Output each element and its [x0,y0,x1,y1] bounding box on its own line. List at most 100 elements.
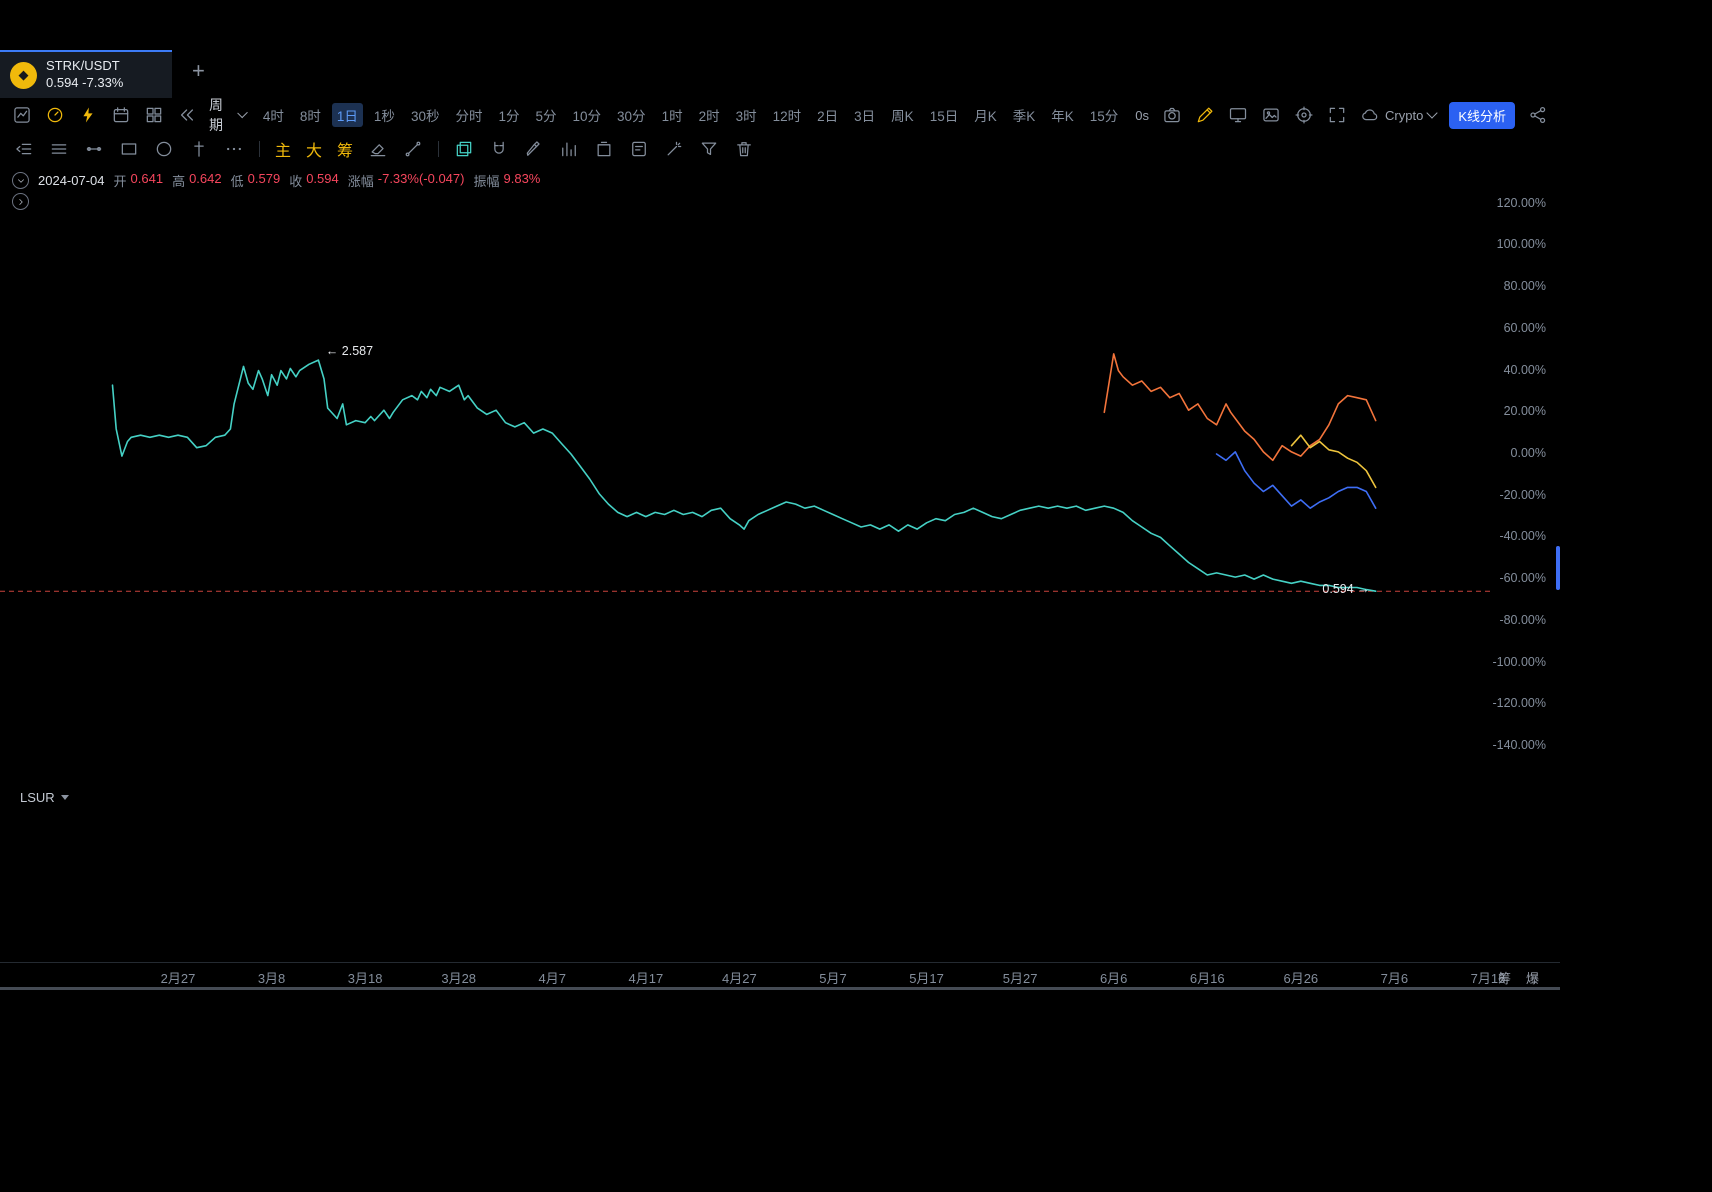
tab-price-change: 0.594 -7.33% [46,75,123,92]
copy-icon[interactable] [454,139,474,159]
expand-chevron-icon[interactable] [12,193,29,210]
fullscreen-icon[interactable] [1327,105,1347,125]
timeframe-1h[interactable]: 1时 [657,103,688,127]
flash-icon[interactable] [78,105,98,125]
panel-toggle-icon[interactable] [14,139,34,159]
x-axis-label: 7月6 [1364,968,1424,987]
x-axis-label: 6月6 [1084,968,1144,987]
screenshot-icon[interactable] [1261,105,1281,125]
timeframe-5m[interactable]: 5分 [530,103,561,127]
amplitude-value: 9.83% [504,171,541,190]
trash-icon[interactable] [734,139,754,159]
draw-pencil-icon[interactable] [1195,105,1215,125]
ohlc-info-bar: 2024-07-04 开0.641 高0.642 低0.579 收0.594 涨… [12,171,540,190]
pen-icon[interactable] [524,139,544,159]
chart-canvas[interactable]: ← 2.5870.594 → [0,166,1560,962]
funnel-icon[interactable] [699,139,719,159]
chevron-down-icon [1427,107,1438,118]
timeframe-1m[interactable]: 1分 [493,103,524,127]
toolbar-left-icons [12,105,197,125]
monitor-icon[interactable] [1228,105,1248,125]
timeframe-2d[interactable]: 2日 [812,103,843,127]
x-axis-label: 2月27 [148,968,208,987]
timeframe-fenshi[interactable]: 分时 [450,103,487,127]
period-label: 周期 [209,95,234,135]
rect-tool-icon[interactable] [119,139,139,159]
chips-toggle[interactable]: 筹 [1498,968,1511,987]
gesture-icon[interactable] [664,139,684,159]
timeframe-15m[interactable]: 15分 [1085,103,1124,127]
drawing-toolbar: 主 大 筹 [0,132,1560,166]
timeframe-bar: 4时 8时 1日 1秒 30秒 分时 1分 5分 10分 30分 1时 2时 3… [258,103,1123,127]
new-tab-button[interactable]: + [192,58,205,84]
timeframe-15d[interactable]: 15日 [925,103,964,127]
period-dropdown[interactable]: 周期 [209,95,246,135]
main-chart-button[interactable]: 主 [275,137,291,161]
open-label: 开 [114,171,127,190]
note-icon[interactable] [629,139,649,159]
trading-app-window: ◆ STRK/USDT 0.594 -7.33% + 周期 4时 [0,0,1712,1192]
symbol-tab[interactable]: ◆ STRK/USDT 0.594 -7.33% [0,50,172,98]
timeframe-1y[interactable]: 年K [1046,103,1079,127]
dagger-tool-icon[interactable] [189,139,209,159]
info-date: 2024-07-04 [38,173,105,188]
time-axis[interactable]: 2月273月83月183月284月74月174月275月75月175月276月6… [0,962,1560,988]
series-line-compare-orange [1104,354,1375,460]
calendar-icon[interactable] [111,105,131,125]
share-icon[interactable] [1528,105,1548,125]
vertical-scrollbar-thumb[interactable] [1556,546,1560,590]
timeframe-8h[interactable]: 8时 [295,103,326,127]
menu-icon[interactable] [49,139,69,159]
price-annotation: ← 2.587 [326,344,373,358]
timeframe-30s[interactable]: 30秒 [406,103,445,127]
toolbar-divider [259,141,260,157]
collapse-chevron-icon[interactable] [12,172,29,189]
horizontal-scrollbar[interactable] [0,987,1560,990]
trendline-icon[interactable] [403,139,423,159]
tab-symbol: STRK/USDT [46,58,123,75]
timeframe-3d[interactable]: 3日 [849,103,880,127]
low-value: 0.579 [248,171,281,190]
magnet-icon[interactable] [489,139,509,159]
gauge-icon[interactable] [45,105,65,125]
x-axis-label: 4月17 [616,968,676,987]
cloud-icon [1360,105,1380,125]
timeframe-2h[interactable]: 2时 [694,103,725,127]
timeframe-1w[interactable]: 周K [886,103,919,127]
sub-indicator-selector[interactable]: LSUR [20,790,69,805]
x-axis-label: 5月17 [897,968,957,987]
timeframe-30m[interactable]: 30分 [612,103,651,127]
timeframe-4h[interactable]: 4时 [258,103,289,127]
x-axis-label: 3月8 [242,968,302,987]
kline-analysis-button[interactable]: K线分析 [1449,102,1515,129]
hline-tool-icon[interactable] [84,139,104,159]
timeframe-10m[interactable]: 10分 [568,103,607,127]
x-axis-label: 3月28 [429,968,489,987]
timeframe-1d-selected[interactable]: 1日 [332,103,363,127]
timeframe-12h[interactable]: 12时 [768,103,807,127]
timeframe-1q[interactable]: 季K [1008,103,1041,127]
histogram-icon[interactable] [559,139,579,159]
crosshair-icon[interactable] [1294,105,1314,125]
rewind-icon[interactable] [177,105,197,125]
kline-chart-icon[interactable] [12,105,32,125]
camera-icon[interactable] [1162,105,1182,125]
clear-box-icon[interactable] [594,139,614,159]
chips-button[interactable]: 筹 [337,137,353,161]
crypto-dropdown[interactable]: Crypto [1360,105,1436,125]
timeframe-1mo[interactable]: 月K [969,103,1002,127]
large-chart-button[interactable]: 大 [306,137,322,161]
close-value: 0.594 [306,171,339,190]
circle-tool-icon[interactable] [154,139,174,159]
close-label: 收 [289,171,302,190]
more-tools-icon[interactable] [224,139,244,159]
candle-countdown: 0s [1135,108,1149,123]
timeframe-1s[interactable]: 1秒 [369,103,400,127]
x-axis-label: 5月27 [990,968,1050,987]
x-axis-label: 4月7 [522,968,582,987]
eraser-icon[interactable] [368,139,388,159]
timeframe-3h[interactable]: 3时 [731,103,762,127]
grid-icon[interactable] [144,105,164,125]
change-label: 涨幅 [348,171,374,190]
liquidation-toggle[interactable]: 爆 [1526,968,1539,987]
